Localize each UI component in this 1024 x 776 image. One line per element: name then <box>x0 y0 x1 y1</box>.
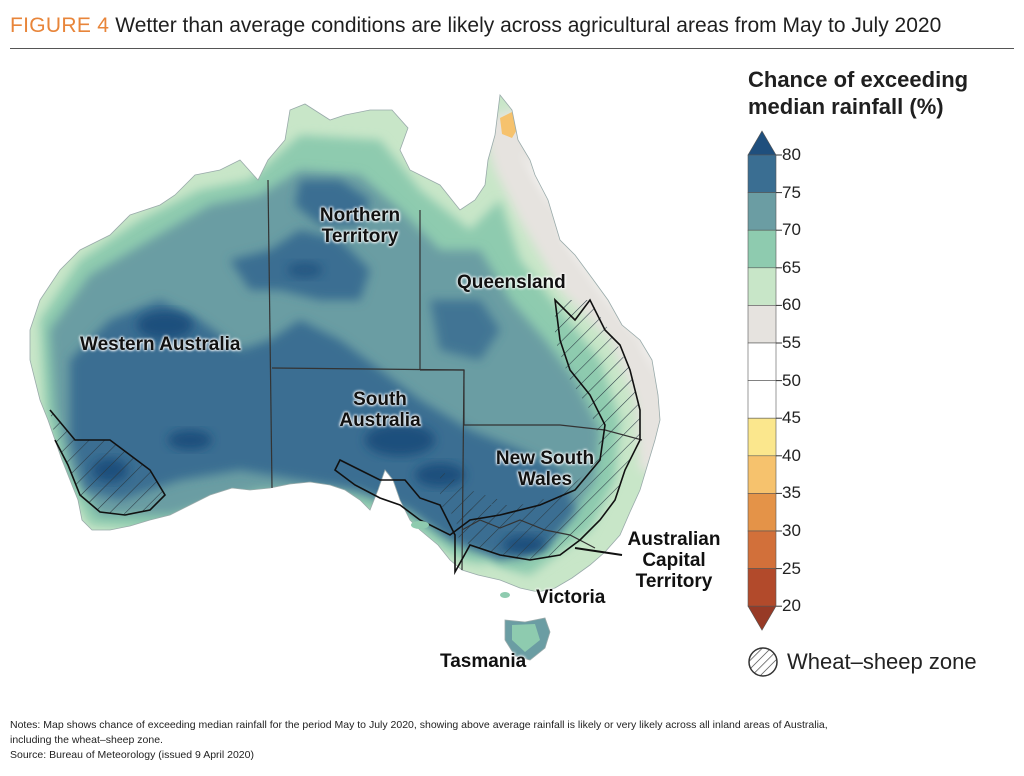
legend-title-line2: median rainfall (%) <box>748 94 944 119</box>
legend-band <box>747 493 777 532</box>
header-divider <box>10 48 1014 49</box>
hatch-label: Wheat–sheep zone <box>787 649 977 674</box>
legend-band <box>747 380 777 419</box>
figure-header: FIGURE 4 Wetter than average conditions a… <box>10 14 1014 38</box>
label-tasmania: Tasmania <box>440 651 527 672</box>
label-western-australia: Western Australia <box>80 334 241 355</box>
legend-colorbar <box>747 130 782 631</box>
legend-tick-label: 30 <box>782 521 801 540</box>
border-wa <box>267 179 273 489</box>
legend-band <box>747 154 777 193</box>
figure-label: FIGURE 4 <box>10 14 110 37</box>
legend-band <box>747 305 777 344</box>
border-nsw-vic <box>461 519 596 549</box>
legend-tick-label: 45 <box>782 408 801 428</box>
figure-title: Wetter than average conditions are likel… <box>115 14 942 37</box>
wheat-sheep-zone-outline <box>49 297 641 576</box>
wheat-sheep-zone-hatching <box>50 300 640 560</box>
legend-band <box>747 192 777 231</box>
king-island <box>500 592 510 598</box>
state-borders <box>267 179 643 571</box>
label-new-south-wales: New South Wales <box>495 448 595 490</box>
legend-tick-label: 75 <box>782 182 801 202</box>
legend-band <box>747 229 777 269</box>
label-act: Australian Capital Territory <box>627 529 721 592</box>
legend-band <box>747 530 777 569</box>
legend-title: Chance of exceeding median rainfall (%) <box>748 66 968 120</box>
legend-tick-label: 70 <box>782 220 801 240</box>
hatch-swatch-icon <box>748 647 778 677</box>
mainland-coastline <box>29 94 661 593</box>
legend-band <box>747 417 777 457</box>
legend-tick-label: 40 <box>782 445 801 465</box>
notes-line1: Notes: Map shows chance of exceeding med… <box>10 719 828 731</box>
legend-tick-label: 25 <box>782 558 801 578</box>
legend-tick-label: 50 <box>782 370 801 390</box>
legend-band-top-arrow <box>747 130 777 156</box>
legend-tick-label: 55 <box>782 333 801 352</box>
legend-tick-label: 60 <box>782 295 801 315</box>
notes-line2: including the wheat–sheep zone. <box>10 734 163 746</box>
legend-band <box>747 568 777 607</box>
australia-rainfall-map <box>29 94 661 661</box>
notes-block: Notes: Map shows chance of exceeding med… <box>10 718 1010 763</box>
border-qld-nsw <box>420 369 643 441</box>
legend-tick-label: 35 <box>782 483 801 503</box>
act-leader-line <box>574 547 623 556</box>
legend-title-line1: Chance of exceeding <box>748 67 969 92</box>
legend-band <box>747 267 777 306</box>
label-queensland: Queensland <box>457 272 566 293</box>
kangaroo-island <box>411 521 429 529</box>
tasmania-inner-zone <box>512 624 540 652</box>
label-victoria: Victoria <box>536 587 606 608</box>
legend-tick-label: 65 <box>782 257 801 277</box>
legend-band <box>747 455 777 494</box>
legend-band-bottom-arrow <box>747 605 777 631</box>
label-northern-territory: Northern Territory <box>319 205 401 247</box>
legend-tick-label: 80 <box>782 145 801 164</box>
label-south-australia: South Australia <box>339 389 421 431</box>
legend-band <box>747 342 777 381</box>
notes-source: Source: Bureau of Meteorology (issued 9 … <box>10 749 254 761</box>
wheat-sheep-legend: Wheat–sheep zone <box>747 646 977 678</box>
legend-tick-label: 20 <box>782 596 801 616</box>
